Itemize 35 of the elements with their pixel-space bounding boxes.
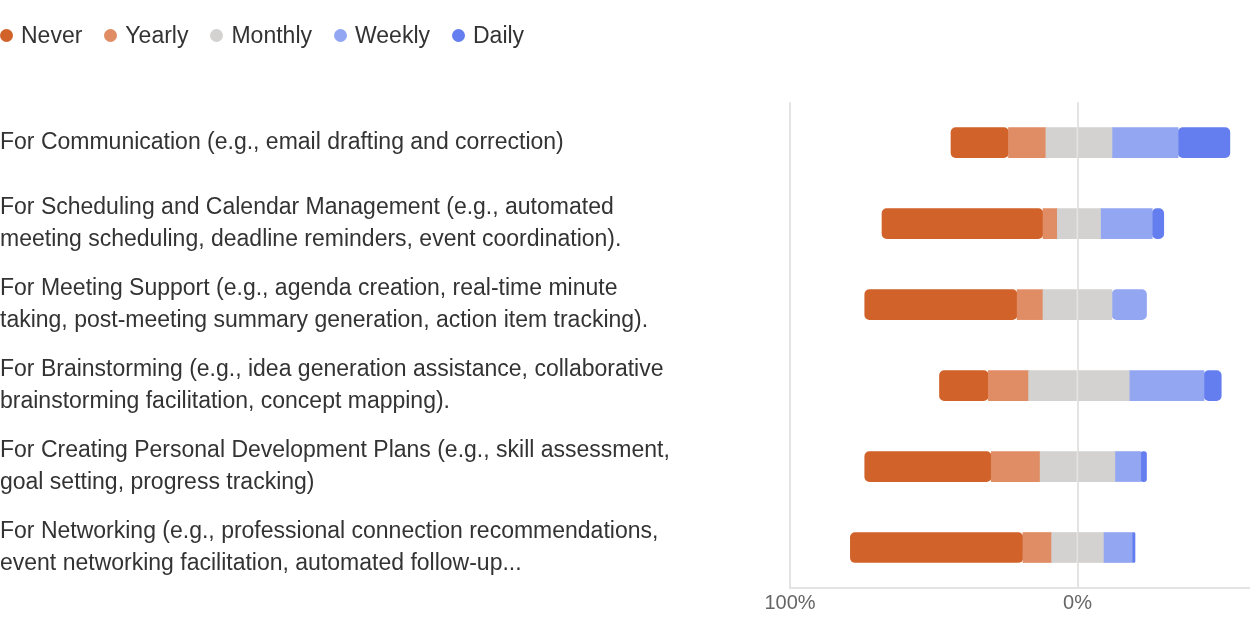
bar [1022,532,1052,563]
bar [950,127,1009,159]
legend-label: Monthly [231,21,312,49]
bar [1114,451,1142,482]
x-tick-label: 0% [1063,590,1093,613]
bar [1016,289,1044,320]
bar [1103,532,1133,563]
y-tick-label: For Networking (e.g., professional connection recommendations, event networking facilitation, automated follow-up... [0,516,659,575]
legend-label: Daily [473,21,525,49]
bar [1042,208,1058,239]
legend-label: Never [21,21,83,49]
bar [1203,370,1222,401]
bar [1177,127,1231,159]
bar [939,370,989,401]
legend-label: Weekly [355,21,430,49]
bar [864,289,1018,320]
bar [1128,370,1205,401]
bar [864,451,992,482]
bar [988,370,1029,401]
bar [881,208,1044,239]
bar [1140,451,1147,482]
y-tick-label: For Scheduling and Calendar Management (e.g., automated meeting scheduling, deadline reminders, event coordination). [0,192,622,252]
bar [1100,208,1153,239]
bar [1008,127,1047,159]
bar [1151,208,1165,239]
y-tick-label: For Meeting Support (e.g., agenda creation, real-time minute taking, post-meeting summary generation, action item tracking). [0,273,649,333]
legend-label: Yearly [125,21,189,49]
bar [1111,289,1147,320]
bar [1111,127,1179,159]
y-tick-label: For Creating Personal Development Plans (e.g., skill assessment, goal setting, progress tracking) [0,435,670,494]
y-tick-label: For Brainstorming (e.g., idea generation assistance, collaborative brainstorming facilitation, concept mapping). [0,354,664,414]
bar [850,532,1024,563]
y-tick-label: For Communication (e.g., email drafting and correction) [0,128,564,155]
bar [990,451,1041,482]
x-tick-label: 100% [764,590,816,613]
